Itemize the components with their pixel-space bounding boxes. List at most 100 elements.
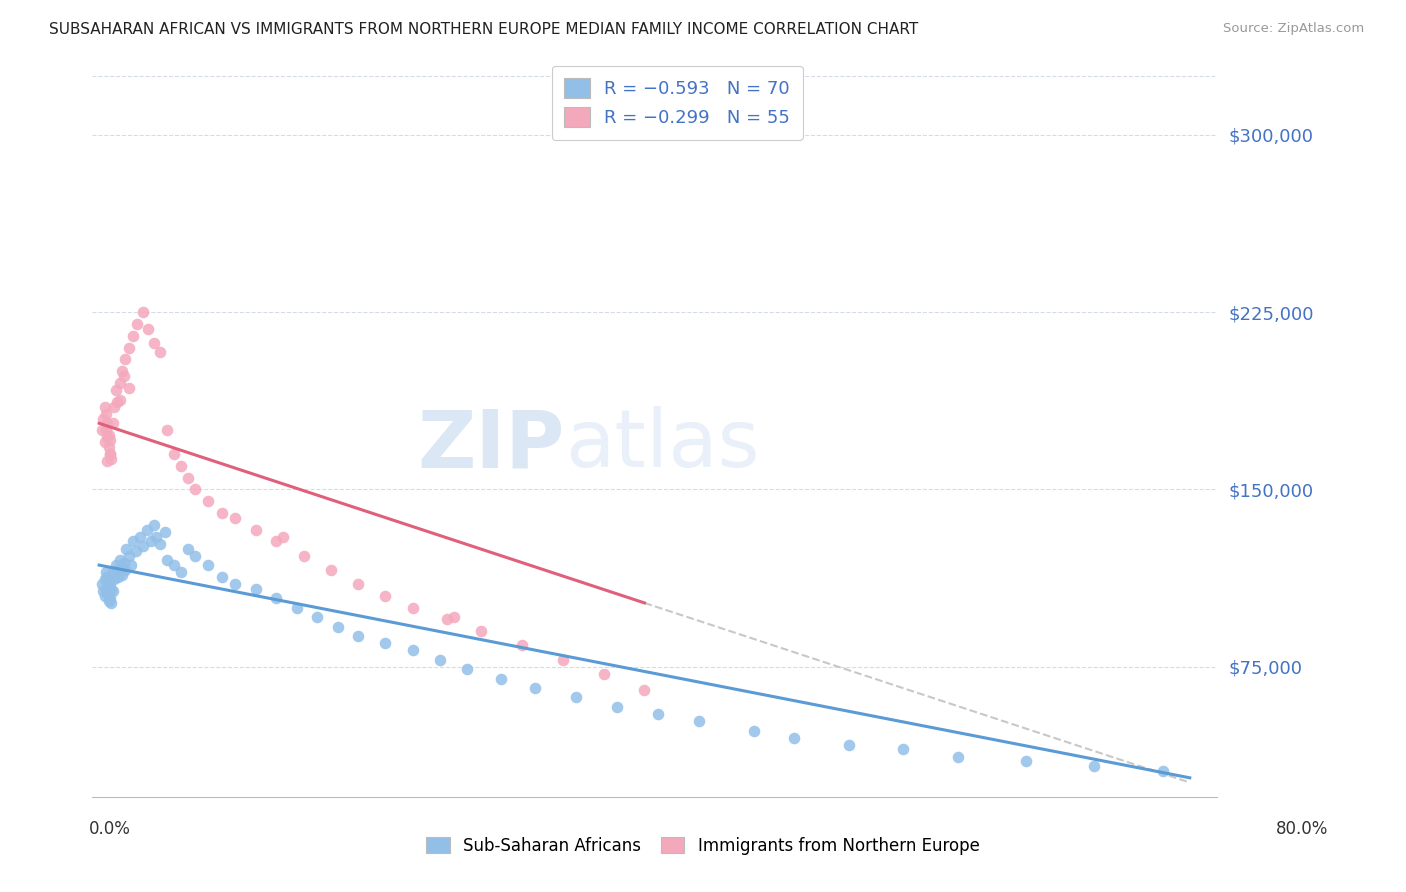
- Point: [374, 589, 396, 603]
- Point: [96, 570, 118, 584]
- Point: [565, 690, 588, 705]
- Point: [197, 494, 219, 508]
- Point: [606, 700, 628, 714]
- Point: [97, 593, 120, 607]
- Text: atlas: atlas: [565, 406, 759, 484]
- Point: [111, 567, 134, 582]
- Point: [402, 643, 425, 657]
- Point: [101, 584, 124, 599]
- Point: [153, 524, 176, 539]
- Point: [551, 653, 574, 667]
- Point: [224, 577, 246, 591]
- Point: [326, 619, 349, 633]
- Point: [108, 392, 131, 407]
- Point: [100, 582, 122, 596]
- Text: 80.0%: 80.0%: [1277, 820, 1329, 838]
- Point: [101, 565, 124, 579]
- Point: [245, 523, 267, 537]
- Point: [105, 395, 128, 409]
- Point: [98, 447, 121, 461]
- Point: [319, 563, 342, 577]
- Point: [118, 381, 141, 395]
- Point: [94, 407, 117, 421]
- Point: [443, 610, 465, 624]
- Point: [245, 582, 267, 596]
- Point: [145, 530, 167, 544]
- Point: [374, 636, 396, 650]
- Point: [271, 530, 294, 544]
- Point: [647, 706, 669, 721]
- Point: [183, 483, 205, 497]
- Point: [125, 544, 148, 558]
- Point: [688, 714, 710, 728]
- Point: [266, 591, 288, 606]
- Point: [347, 629, 370, 643]
- Point: [524, 681, 547, 695]
- Point: [104, 383, 127, 397]
- Point: [149, 345, 172, 359]
- Point: [107, 570, 129, 584]
- Point: [114, 352, 136, 367]
- Point: [142, 517, 165, 532]
- Point: [93, 589, 115, 603]
- Point: [224, 511, 246, 525]
- Point: [112, 369, 135, 384]
- Point: [97, 428, 120, 442]
- Point: [96, 417, 118, 431]
- Point: [402, 600, 425, 615]
- Point: [285, 600, 308, 615]
- Point: [111, 364, 134, 378]
- Point: [93, 400, 115, 414]
- Point: [118, 341, 141, 355]
- Point: [592, 666, 614, 681]
- Point: [97, 579, 120, 593]
- Point: [94, 582, 117, 596]
- Point: [1015, 754, 1038, 768]
- Legend: Sub-Saharan Africans, Immigrants from Northern Europe: Sub-Saharan Africans, Immigrants from No…: [420, 830, 986, 862]
- Point: [177, 470, 200, 484]
- Point: [96, 430, 118, 444]
- Point: [108, 376, 131, 391]
- Point: [105, 563, 128, 577]
- Point: [156, 553, 179, 567]
- Point: [163, 558, 186, 573]
- Point: [292, 549, 315, 563]
- Point: [633, 683, 655, 698]
- Point: [112, 556, 135, 570]
- Point: [149, 537, 172, 551]
- Text: ZIP: ZIP: [418, 406, 565, 484]
- Point: [120, 558, 142, 573]
- Text: SUBSAHARAN AFRICAN VS IMMIGRANTS FROM NORTHERN EUROPE MEDIAN FAMILY INCOME CORRE: SUBSAHARAN AFRICAN VS IMMIGRANTS FROM NO…: [49, 22, 918, 37]
- Point: [170, 565, 193, 579]
- Point: [118, 549, 141, 563]
- Point: [93, 572, 115, 586]
- Point: [211, 506, 233, 520]
- Point: [91, 411, 114, 425]
- Point: [783, 731, 806, 745]
- Point: [177, 541, 200, 556]
- Point: [103, 572, 125, 586]
- Point: [98, 433, 121, 447]
- Point: [94, 424, 117, 438]
- Point: [104, 558, 127, 573]
- Point: [183, 549, 205, 563]
- Point: [90, 577, 112, 591]
- Text: 0.0%: 0.0%: [89, 820, 131, 838]
- Point: [114, 563, 136, 577]
- Point: [197, 558, 219, 573]
- Point: [510, 639, 533, 653]
- Point: [93, 435, 115, 450]
- Point: [96, 454, 118, 468]
- Point: [90, 424, 112, 438]
- Point: [436, 612, 458, 626]
- Point: [94, 565, 117, 579]
- Point: [139, 534, 162, 549]
- Point: [946, 749, 969, 764]
- Point: [136, 322, 159, 336]
- Point: [347, 577, 370, 591]
- Legend: R = −0.593   N = 70, R = −0.299   N = 55: R = −0.593 N = 70, R = −0.299 N = 55: [551, 66, 803, 140]
- Point: [893, 742, 915, 756]
- Point: [132, 539, 155, 553]
- Point: [91, 584, 114, 599]
- Point: [98, 447, 121, 461]
